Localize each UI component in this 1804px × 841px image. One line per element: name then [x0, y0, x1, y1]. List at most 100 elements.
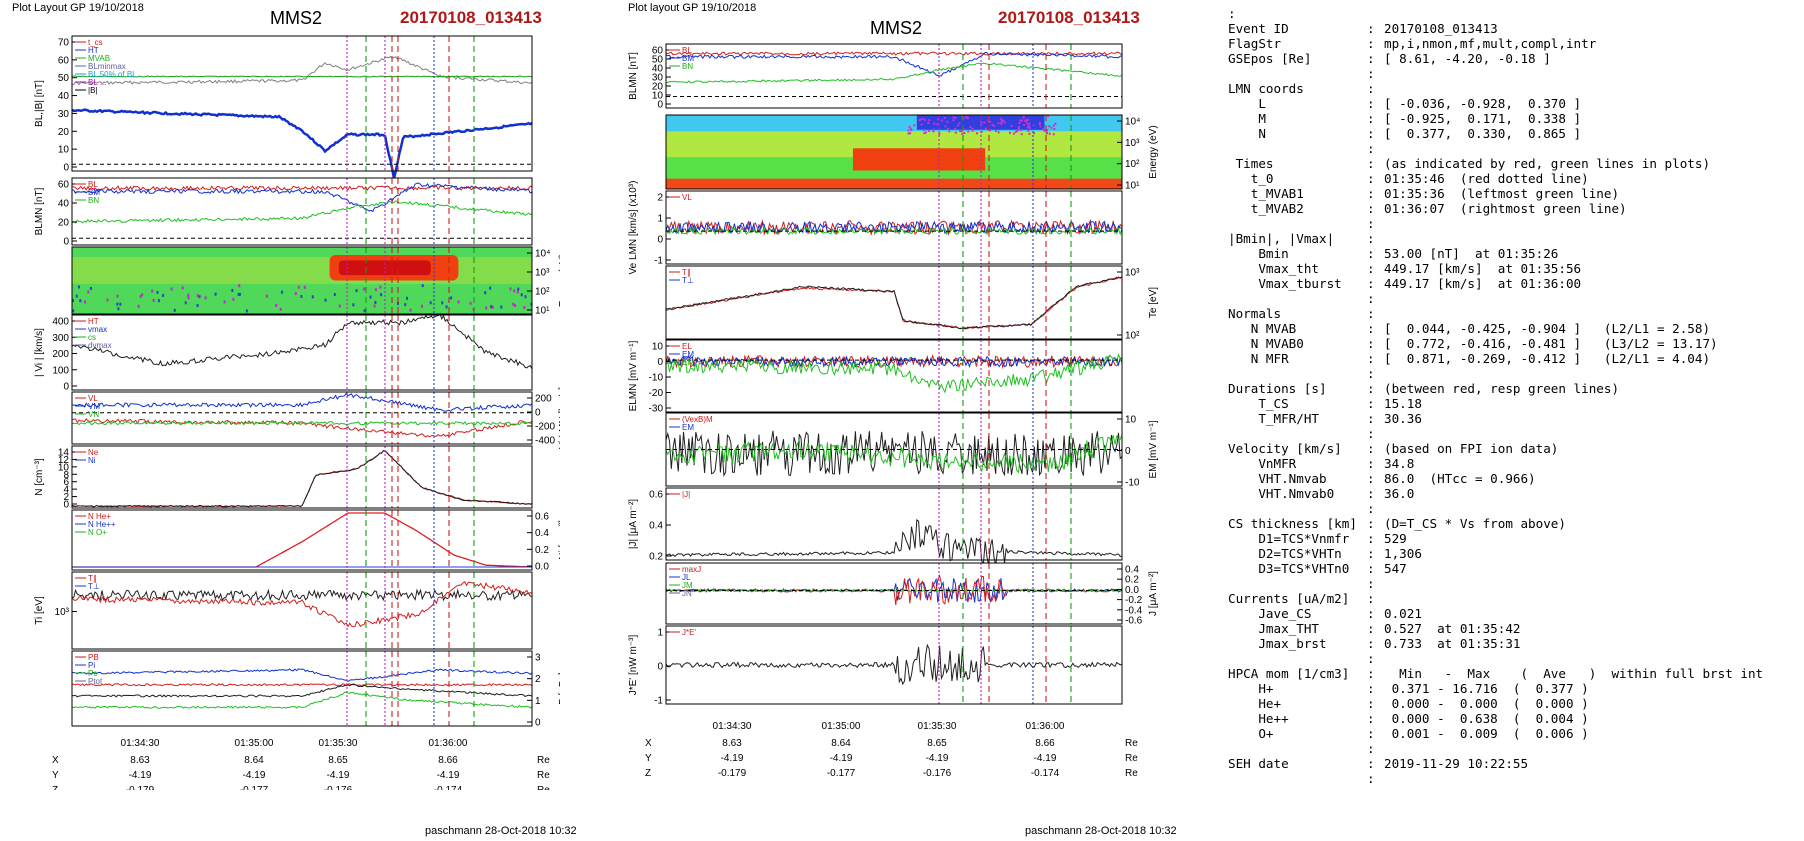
info-colon: : — [1367, 351, 1375, 366]
info-key: FlagStr — [1228, 36, 1282, 51]
spectrogram-noise — [952, 116, 955, 119]
spectrogram-noise — [1042, 128, 1045, 131]
panel-frame — [71, 391, 533, 445]
panel-spec: 10¹ 10² 10³ 10⁴ Energy (eV) — [665, 114, 1159, 192]
panel-bg — [666, 488, 1122, 560]
panel-bg — [72, 510, 532, 570]
spectrogram-hot — [852, 148, 986, 171]
info-value: [ 0.871, -0.269, -0.412 ] (L2/L1 = 4.04) — [1384, 351, 1711, 366]
info-key: M — [1228, 111, 1266, 126]
y-tick-label: 0 — [657, 662, 663, 673]
coord-value: -0.179 — [718, 768, 747, 779]
spectrogram-noise — [928, 119, 931, 122]
spectrogram-noise — [404, 303, 407, 307]
spectrogram-noise — [952, 119, 955, 122]
info-value: [ 0.044, -0.425, -0.904 ] (L2/L1 = 2.58) — [1384, 321, 1711, 336]
info-value: 0.000 - 0.000 ( 0.000 ) — [1384, 696, 1589, 711]
spectrogram-noise — [961, 132, 964, 135]
spectrogram-bottom — [666, 178, 1122, 189]
coord-value: 8.64 — [244, 755, 264, 766]
spectrogram-noise — [948, 130, 951, 133]
coord-value: -0.177 — [240, 785, 269, 790]
spectrogram-noise — [1052, 124, 1055, 127]
legend-label: Pe — [88, 669, 98, 678]
spectrogram-noise — [380, 293, 383, 297]
spectrogram-noise — [237, 292, 240, 296]
info-key: Normals — [1228, 306, 1282, 321]
info-value: 0.000 - 0.638 ( 0.004 ) — [1384, 711, 1589, 726]
info-colon: : — [1367, 696, 1375, 711]
spectrogram-noise — [920, 123, 923, 126]
spectrogram-noise — [223, 300, 226, 304]
panel-je: -1 0 1 J*E' [nW m⁻³] J*E' — [628, 625, 1123, 707]
info-key: LMN coords — [1228, 81, 1304, 96]
y-tick-label: 0 — [63, 237, 69, 248]
y-axis-label: Energy (eV) — [558, 254, 560, 307]
spectrogram-noise — [512, 302, 515, 306]
y-tick-label: 2 — [535, 674, 541, 685]
spectrogram-noise — [954, 116, 957, 119]
legend-label: t_cs — [88, 38, 103, 47]
spectrogram-noise — [1000, 119, 1003, 122]
spectrogram-noise — [523, 306, 526, 310]
spectrogram-noise — [1052, 133, 1055, 136]
legend-label: vmax — [88, 325, 107, 334]
spectrogram-noise — [921, 117, 924, 120]
spectrogram-noise — [1027, 118, 1030, 121]
spectrogram-noise — [909, 132, 912, 135]
spectrogram-noise — [909, 127, 912, 130]
series-line — [71, 200, 533, 224]
event-title: 20170108_013413 — [998, 8, 1140, 27]
coord-unit: Re — [537, 755, 550, 766]
series-line — [71, 581, 533, 628]
info-key: O+ — [1228, 726, 1274, 741]
spectrogram-noise — [520, 293, 523, 297]
spectrogram-noise — [152, 298, 155, 302]
spectrogram-noise — [918, 119, 921, 122]
spectrogram-noise — [324, 298, 327, 302]
info-value: 0.021 — [1384, 606, 1422, 621]
spectrogram-noise — [84, 300, 87, 304]
info-value: 529 — [1384, 531, 1407, 546]
spectrogram-noise — [181, 286, 184, 290]
info-value: 36.0 — [1384, 486, 1415, 501]
footer-credit: paschmann 28-Oct-2018 10:32 — [1025, 825, 1177, 837]
spectrogram-noise — [1039, 125, 1042, 128]
spectrogram-noise — [87, 290, 90, 294]
spectrogram-noise — [106, 298, 109, 302]
coord-value: -4.19 — [129, 770, 152, 781]
info-key: Velocity [km/s] — [1228, 441, 1342, 456]
spectrogram-noise — [971, 129, 974, 132]
info-value: 01:35:46 (red dotted line) — [1384, 171, 1589, 186]
info-key: Vmax_tburst — [1228, 276, 1342, 291]
y-tick-label: 0 — [63, 163, 69, 174]
spectrogram-noise — [923, 132, 926, 135]
info-colon: : — [1367, 366, 1375, 381]
spectrogram-noise — [992, 124, 995, 127]
info-key: HPCA mom [1/cm3] — [1228, 666, 1350, 681]
panel-frame — [665, 412, 1123, 487]
spectrogram-noise — [516, 290, 519, 294]
spectrogram-noise — [946, 120, 949, 123]
spectrogram-noise — [1020, 133, 1023, 136]
series-line — [71, 683, 533, 687]
info-key: CS thickness [km] — [1228, 516, 1357, 531]
legend-label: VL — [88, 394, 98, 403]
y-tick-label: 2 — [63, 492, 69, 503]
coord-value: 8.64 — [831, 738, 851, 749]
spectrogram-noise — [1020, 119, 1023, 122]
info-key: Currents [uA/m2] — [1228, 591, 1350, 606]
spectrogram-noise — [117, 307, 120, 311]
legend-label: N He+ — [88, 512, 111, 521]
info-colon: : — [1367, 126, 1375, 141]
y-tick-label: 100 — [52, 365, 69, 376]
legend-label: MVAB — [88, 54, 110, 63]
info-colon: : — [1367, 66, 1375, 81]
spectrogram-noise — [987, 120, 990, 123]
info-colon: : — [1367, 741, 1375, 756]
series-line — [665, 430, 1123, 478]
spectrogram-noise — [297, 285, 300, 289]
